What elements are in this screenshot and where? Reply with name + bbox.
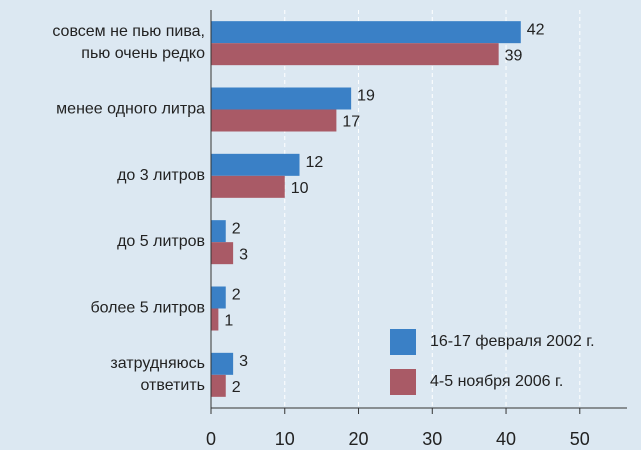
x-tick-label: 20 — [349, 429, 369, 449]
value-label: 2 — [232, 379, 241, 396]
y-tick-line: менее одного литра — [56, 101, 205, 118]
value-label: 42 — [527, 21, 545, 38]
value-label: 39 — [505, 47, 523, 64]
bar — [211, 352, 234, 375]
bar — [211, 286, 226, 309]
y-tick-line: до 5 литров — [117, 233, 205, 250]
value-label: 3 — [239, 246, 248, 263]
bar — [211, 242, 234, 265]
legend-label: 4-5 ноября 2006 г. — [430, 373, 563, 390]
bar — [211, 21, 521, 44]
value-label: 2 — [232, 287, 241, 304]
y-tick-line: пью очень редко — [81, 45, 205, 62]
bar — [211, 220, 226, 243]
y-tick-label: более 5 литров — [90, 300, 205, 317]
y-tick-label: менее одного литра — [56, 101, 205, 118]
y-tick-label: совсем не пью пива, пью очень редко — [52, 23, 205, 62]
value-label: 3 — [239, 353, 248, 370]
y-tick-line: до 3 литров — [117, 167, 205, 184]
value-label: 10 — [291, 180, 309, 197]
y-tick-line: совсем не пью пива, — [52, 23, 205, 40]
x-tick-label: 10 — [275, 429, 295, 449]
y-tick-line: затрудняюсь — [110, 355, 205, 372]
value-label: 12 — [306, 154, 324, 171]
legend-label: 16-17 февраля 2002 г. — [430, 333, 595, 350]
y-tick-line: более 5 литров — [90, 300, 205, 317]
bar — [211, 87, 352, 110]
bar — [211, 109, 337, 132]
bar — [211, 153, 300, 176]
x-tick-label: 40 — [496, 429, 516, 449]
value-label: 1 — [224, 313, 233, 330]
y-tick-label: до 5 литров — [117, 233, 205, 250]
legend-swatch — [390, 329, 416, 355]
y-tick-line: ответить — [141, 377, 206, 394]
bar — [211, 374, 226, 397]
legend-swatch — [390, 369, 416, 395]
value-label: 19 — [357, 88, 375, 105]
value-label: 2 — [232, 220, 241, 237]
x-tick-label: 50 — [570, 429, 590, 449]
x-tick-label: 0 — [206, 429, 216, 449]
y-tick-label: затрудняюсь ответить — [110, 355, 205, 394]
bar — [211, 308, 219, 331]
y-tick-label: до 3 литров — [117, 167, 205, 184]
bar — [211, 175, 285, 198]
value-label: 17 — [342, 114, 360, 131]
x-tick-label: 30 — [422, 429, 442, 449]
bar — [211, 43, 499, 66]
